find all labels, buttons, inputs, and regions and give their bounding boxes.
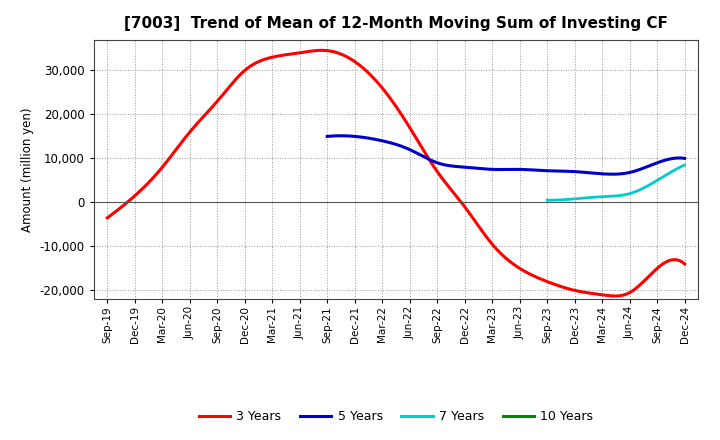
Y-axis label: Amount (million yen): Amount (million yen) — [21, 107, 34, 231]
Legend: 3 Years, 5 Years, 7 Years, 10 Years: 3 Years, 5 Years, 7 Years, 10 Years — [194, 405, 598, 428]
Title: [7003]  Trend of Mean of 12-Month Moving Sum of Investing CF: [7003] Trend of Mean of 12-Month Moving … — [124, 16, 668, 32]
